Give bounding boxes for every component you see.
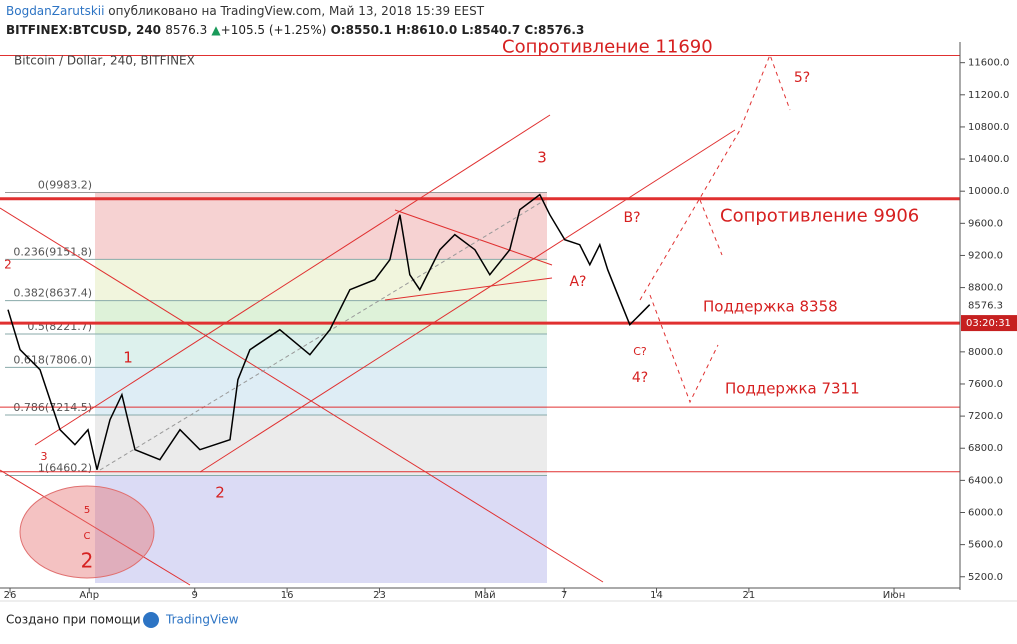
y-tick-label: 7600.0 (968, 379, 1003, 390)
fib-label: 0.382(8637.4) (13, 287, 92, 300)
y-tick-label: 9600.0 (968, 218, 1003, 229)
fib-label: 0(9983.2) (38, 179, 92, 192)
fib-label: 0.236(9151.8) (13, 245, 92, 258)
trendlines (0, 53, 960, 586)
wave-label: C (84, 531, 91, 542)
author: BogdanZarutskii (6, 4, 104, 18)
published: опубликовано на TradingView.com, Май 13,… (108, 4, 484, 18)
price-marker: 8576.3 (968, 301, 1003, 312)
x-tick-label: 21 (743, 590, 756, 601)
wave-label: 2 (81, 549, 94, 573)
wave-label: 3 (41, 450, 48, 463)
x-tick-label: 7 (561, 590, 567, 601)
x-tick-label: Июн (883, 590, 905, 601)
symbol: BITFINEX:BTCUSD, 240 (6, 23, 161, 37)
fib-band (95, 414, 547, 476)
wave-label: 1 (123, 349, 133, 367)
close: C:8576.3 (524, 23, 584, 37)
y-tick-label: 6800.0 (968, 443, 1003, 454)
y-tick-label: 8800.0 (968, 283, 1003, 294)
header: BogdanZarutskii опубликовано на TradingV… (6, 4, 485, 18)
wave-label: 5? (794, 70, 810, 86)
x-tick-label: Апр (79, 590, 99, 601)
fib-band (95, 300, 547, 335)
countdown-box (961, 315, 1017, 332)
y-tick-label: 6400.0 (968, 475, 1003, 486)
x-tick-label: 9 (192, 590, 198, 601)
fib-band (95, 334, 547, 368)
quote: BITFINEX:BTCUSD, 240 8576.3 ▲+105.5 (+1.… (6, 23, 584, 37)
x-tick-label: 14 (650, 590, 663, 601)
wave-label: 5 (84, 505, 90, 516)
level-label: Сопротивление 11690 (502, 36, 713, 57)
countdown: 03:20:31 (966, 318, 1011, 329)
y-tick-label: 7200.0 (968, 411, 1003, 422)
fib-band (95, 367, 547, 415)
wave-label: 2 (4, 258, 12, 272)
footer-brand[interactable]: TradingView (165, 613, 239, 627)
fib-band (95, 192, 547, 260)
level-label: Поддержка 8358 (703, 298, 838, 316)
wave-label: C? (633, 345, 647, 358)
x-tick-label: 23 (373, 590, 386, 601)
axes: 11600.0 11200.0 10800.0 10400.0 10000.0 9600.… (4, 58, 1010, 601)
fib-zone: 0(9983.2)0.236(9151.8)0.382(8637.4)0.5(8… (5, 179, 547, 583)
wave-label: 3 (537, 149, 547, 167)
fib-band (95, 259, 547, 301)
chart-title: Bitcoin / Dollar, 240, BITFINEX (14, 54, 195, 68)
x-tick-label: Май (474, 590, 495, 601)
y-tick-label: 8000.0 (968, 347, 1003, 358)
low: L:8540.7 (461, 23, 520, 37)
x-tick-label: 26 (4, 590, 17, 601)
price-line (7, 193, 651, 470)
footer-text: Создано при помощи (6, 613, 141, 627)
change: +105.5 (+1.25%) (221, 23, 327, 37)
wave-label: 4? (632, 370, 648, 386)
open: O:8550.1 (331, 23, 392, 37)
wave-label: B? (623, 210, 640, 226)
wave-label: A? (569, 274, 586, 290)
x-tick-label: 16 (281, 590, 294, 601)
wave-label: 2 (215, 484, 225, 502)
last: 8576.3 (165, 23, 207, 37)
level-label: Поддержка 7311 (725, 380, 860, 398)
annotations: Сопротивление 11690 Сопротивление 9906 Под… (4, 36, 1017, 573)
y-tick-label: 5200.0 (968, 572, 1003, 583)
y-tick-label: 11600.0 (968, 58, 1009, 69)
y-tick-label: 10000.0 (968, 186, 1009, 197)
high: H:8610.0 (396, 23, 457, 37)
fib-label: 1(6460.2) (38, 462, 92, 475)
fib-band (95, 475, 547, 583)
y-tick-label: 10400.0 (968, 154, 1009, 165)
y-tick-label: 9200.0 (968, 250, 1003, 261)
y-tick-label: 10800.0 (968, 122, 1009, 133)
highlight (19, 485, 155, 579)
price-series (7, 193, 651, 470)
level-label: Сопротивление 9906 (720, 206, 919, 227)
y-tick-label: 11200.0 (968, 90, 1009, 101)
y-tick-label: 5600.0 (968, 540, 1003, 551)
y-tick-label: 6000.0 (968, 507, 1003, 518)
logo (143, 612, 159, 628)
